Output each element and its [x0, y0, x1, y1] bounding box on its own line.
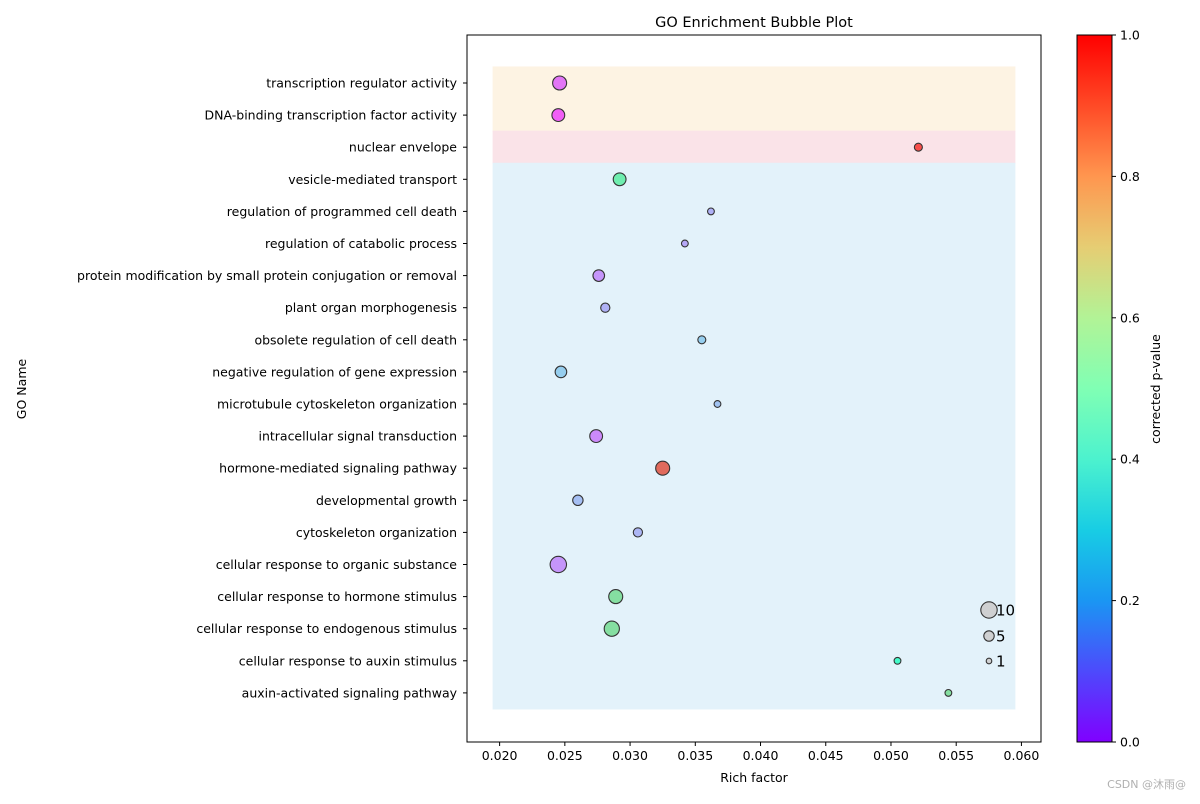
data-point — [554, 365, 568, 379]
y-tick-label: cellular response to hormone stimulus — [217, 589, 457, 604]
y-tick-label: obsolete regulation of cell death — [254, 332, 457, 347]
x-tick-label: 0.040 — [743, 748, 779, 763]
data-point — [680, 239, 689, 248]
y-tick-label: regulation of catabolic process — [265, 236, 457, 251]
data-point — [549, 555, 568, 574]
size-legend-marker — [983, 630, 995, 642]
x-tick-label: 0.045 — [808, 748, 844, 763]
category-band — [492, 66, 1016, 132]
data-point — [589, 429, 604, 444]
x-tick-label: 0.030 — [612, 748, 648, 763]
data-point — [612, 172, 627, 187]
y-tick-label: transcription regulator activity — [266, 76, 457, 91]
colorbar-tick-label: 0.0 — [1120, 735, 1140, 750]
data-point — [592, 269, 606, 282]
colorbar-tick-label: 0.2 — [1120, 593, 1140, 608]
data-point — [655, 460, 671, 476]
y-tick-label: nuclear envelope — [349, 140, 457, 155]
x-tick-label: 0.035 — [677, 748, 713, 763]
y-tick-label: cellular response to endogenous stimulus — [196, 621, 457, 636]
plot-frame — [466, 34, 1042, 743]
y-tick-label: intracellular signal transduction — [258, 429, 457, 444]
x-tick-label: 0.060 — [1004, 748, 1040, 763]
data-point — [608, 589, 624, 605]
x-axis-label: Rich factor — [720, 770, 788, 785]
colorbar-tick-label: 0.8 — [1120, 169, 1140, 184]
colorbar-tick-label: 0.4 — [1120, 452, 1140, 467]
x-tick-label: 0.020 — [482, 748, 518, 763]
y-tick-label: hormone-mediated signaling pathway — [219, 461, 457, 476]
size-legend-label: 5 — [996, 628, 1006, 646]
size-legend-label: 1 — [996, 653, 1006, 671]
y-tick-label: regulation of programmed cell death — [227, 204, 457, 219]
size-legend: 10 5 1 — [980, 601, 1015, 671]
data-point — [944, 688, 953, 697]
data-point — [713, 400, 722, 408]
data-point — [572, 494, 584, 507]
data-points — [549, 75, 953, 697]
colorbar-label: corrected p-value — [1148, 334, 1163, 444]
size-legend-label: 10 — [996, 602, 1015, 620]
chart-title: GO Enrichment Bubble Plot — [655, 15, 853, 31]
colorbar — [1076, 34, 1113, 743]
y-tick-label: cellular response to organic substance — [216, 557, 458, 572]
y-tick-label: microtubule cytoskeleton organization — [217, 397, 457, 412]
y-axis-label: GO Name — [14, 359, 29, 420]
y-tick-label: developmental growth — [316, 493, 457, 508]
y-tick-label: negative regulation of gene expression — [212, 364, 457, 379]
x-axis: 0.020 0.025 0.030 0.035 0.040 0.045 0.050 0.055… — [482, 742, 1040, 763]
category-bands — [492, 66, 1016, 710]
y-tick-label: cellular response to auxin stimulus — [239, 653, 457, 668]
x-tick-label: 0.055 — [938, 748, 974, 763]
data-point — [603, 620, 620, 637]
colorbar-tick-label: 0.6 — [1120, 310, 1140, 325]
y-tick-label: vesicle-mediated transport — [288, 172, 457, 187]
category-band — [492, 130, 1016, 164]
y-tick-label: plant organ morphogenesis — [285, 300, 457, 315]
y-tick-label: auxin-activated signaling pathway — [242, 685, 458, 700]
y-tick-label: cytoskeleton organization — [296, 525, 457, 540]
data-point — [706, 207, 715, 216]
data-point — [551, 108, 566, 123]
data-point — [552, 75, 568, 91]
watermark: CSDN @沐雨@ — [1107, 778, 1186, 791]
size-legend-marker — [980, 601, 998, 619]
data-point — [632, 527, 644, 538]
y-axis: transcription regulator activity DNA-bind… — [77, 76, 467, 700]
colorbar-ticks: 0.0 0.2 0.4 0.6 0.8 1.0 — [1112, 28, 1140, 750]
size-legend-marker — [985, 657, 993, 665]
x-tick-label: 0.025 — [547, 748, 583, 763]
category-band — [492, 162, 1016, 710]
data-point — [913, 142, 923, 152]
data-point — [600, 302, 611, 313]
y-tick-label: DNA-binding transcription factor activit… — [205, 108, 458, 123]
y-tick-label: protein modification by small protein co… — [77, 268, 457, 283]
x-tick-label: 0.050 — [873, 748, 909, 763]
data-point — [697, 335, 707, 345]
data-point — [893, 656, 902, 665]
colorbar-tick-label: 1.0 — [1120, 28, 1140, 43]
